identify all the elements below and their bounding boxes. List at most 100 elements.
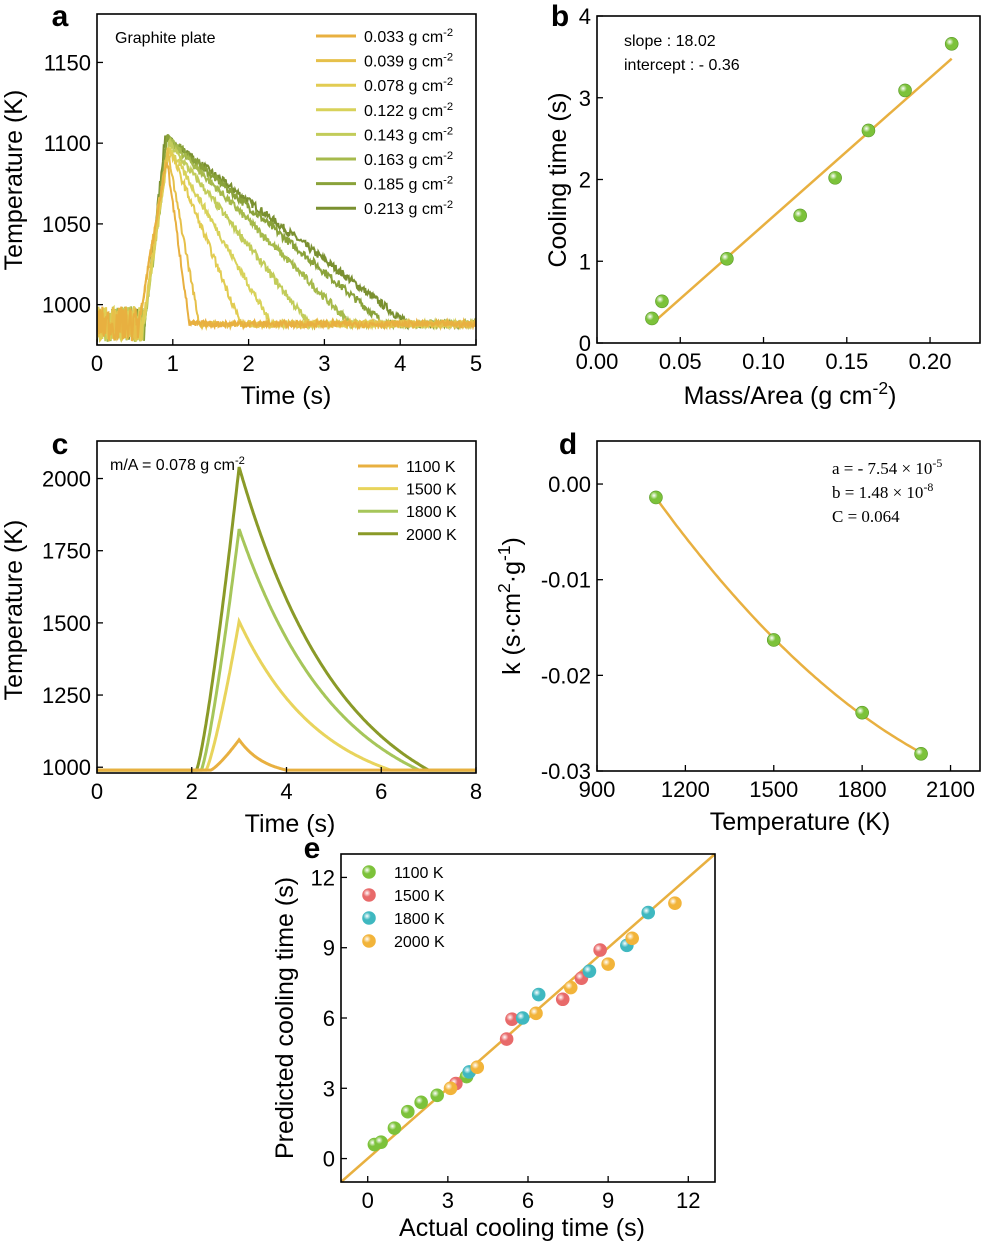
plot-frame	[596, 440, 981, 772]
superscript: 2	[494, 583, 514, 593]
y-tick-label: 1150	[44, 50, 91, 75]
text-part: 0.033 g cm	[364, 29, 443, 46]
legend-label: 0.163 g cm-2	[364, 150, 453, 169]
x-tick-label: 8	[470, 779, 482, 804]
legend-label: 1100 K	[406, 459, 456, 476]
annotation: m/A = 0.078 g cm-2	[110, 455, 245, 474]
y-tick-label: 1	[579, 249, 591, 274]
data-point	[582, 964, 597, 978]
superscript: -2	[443, 175, 453, 187]
text-part: m/A = 0.078 g cm	[110, 457, 235, 474]
y-tick-label: 4	[579, 4, 591, 29]
x-tick-label: 0	[362, 1188, 374, 1213]
x-tick-label: 4	[394, 351, 406, 376]
data-point	[641, 905, 656, 920]
x-tick-label: 2100	[926, 777, 975, 802]
x-tick-label: 1800	[838, 777, 887, 802]
x-axis-label: Mass/Area (g cm-2)	[684, 378, 897, 410]
text-part: 0.143 g cm	[364, 127, 443, 144]
y-axis-label: Temperature (K)	[0, 520, 28, 701]
data-point	[655, 294, 669, 309]
legend-label: 0.185 g cm-2	[364, 175, 453, 194]
x-tick-label: 1	[167, 351, 179, 376]
y-tick-label: 1050	[42, 212, 91, 237]
data-point	[443, 1081, 458, 1096]
superscript: -2	[443, 52, 453, 64]
panel-c-chart: 0 2 4 6 8 1000 1250 1500 1750 2000 Time (s) Tempera…	[0, 428, 482, 838]
data-point	[898, 83, 912, 98]
annotation: slope : 18.02	[624, 33, 716, 50]
data-point	[766, 633, 781, 647]
x-tick-label: 0.05	[659, 349, 702, 374]
data-point	[668, 896, 682, 911]
text-part: 0.122 g cm	[364, 103, 443, 120]
superscript: -2	[443, 27, 453, 39]
x-axis-label: Temperature (K)	[710, 808, 891, 836]
panel-e-chart: 0 3 6 9 12 0 3 6 9 12 Actual cooling time (s) Predi…	[271, 832, 716, 1242]
y-tick-label: 9	[323, 936, 335, 961]
y-tick-label: -0.03	[541, 759, 591, 784]
superscript: -2	[443, 150, 453, 162]
y-axis-label: k (s·cm2·g-1)	[494, 537, 526, 675]
data-point	[855, 705, 869, 720]
superscript: -2	[873, 378, 889, 398]
text-part: k (s·cm	[498, 593, 526, 675]
legend-label: 0.122 g cm-2	[364, 101, 453, 120]
panel-label-c: c	[52, 428, 69, 461]
data-point	[555, 992, 570, 1007]
y-tick-label: -0.02	[541, 663, 591, 688]
legend-label: 0.033 g cm-2	[364, 27, 453, 46]
legend-marker	[362, 911, 376, 925]
legend-label: 0.039 g cm-2	[364, 52, 453, 71]
y-tick-label: 3	[579, 86, 591, 111]
x-tick-label: 0	[91, 779, 103, 804]
x-tick-label: 0.10	[742, 349, 785, 374]
x-axis-label: Time (s)	[245, 810, 336, 838]
text-part: a = - 7.54 × 10	[832, 459, 932, 478]
annotation: intercept : - 0.36	[624, 57, 740, 74]
legend-label: 0.143 g cm-2	[364, 125, 453, 144]
plot-frame	[96, 13, 477, 346]
data-point	[515, 1011, 530, 1025]
series-line	[97, 616, 476, 772]
legend-label: 1800 K	[406, 504, 457, 521]
fit-line	[651, 57, 953, 325]
text-part: ·g	[498, 561, 526, 583]
data-point	[861, 123, 876, 138]
x-tick-label: 0.20	[909, 349, 952, 374]
y-tick-label: 2	[579, 168, 591, 193]
legend-label: 1500 K	[394, 888, 445, 905]
y-axis-label: Predicted cooling time (s)	[271, 877, 299, 1159]
text-part: 0.039 g cm	[364, 54, 443, 71]
y-tick-label: 3	[323, 1076, 335, 1101]
legend-label: 2000 K	[394, 934, 445, 951]
x-tick-label: 1200	[661, 777, 710, 802]
data-point	[499, 1032, 514, 1046]
y-tick-label: 1250	[42, 683, 91, 708]
data-point	[601, 957, 615, 971]
annotation: C = 0.064	[832, 507, 900, 526]
data-point	[828, 171, 842, 185]
legend-label: 1800 K	[394, 911, 445, 928]
legend-label: 0.078 g cm-2	[364, 76, 453, 95]
x-tick-label: 0.15	[825, 349, 868, 374]
panel-d-chart: 900 1200 1500 1800 2100 0.00 -0.01 -0.02 -0.03 Te…	[494, 428, 981, 836]
x-axis-label: Time (s)	[241, 382, 332, 410]
fit-curve	[654, 497, 922, 754]
y-tick-label: 0	[579, 331, 591, 356]
legend-label: 1500 K	[406, 482, 457, 499]
data-point	[914, 746, 928, 761]
data-point	[470, 1060, 485, 1074]
x-tick-label: 4	[280, 779, 292, 804]
y-tick-label: 0	[323, 1147, 335, 1172]
data-point	[529, 1006, 543, 1021]
y-tick-label: -0.01	[541, 568, 591, 593]
y-tick-label: 0.00	[548, 472, 591, 497]
x-tick-label: 0	[91, 351, 103, 376]
x-tick-label: 5	[470, 351, 482, 376]
y-tick-label: 1750	[42, 539, 91, 564]
superscript: -2	[235, 455, 245, 467]
x-tick-label: 900	[579, 777, 616, 802]
text-part: C = 0.064	[832, 507, 900, 526]
